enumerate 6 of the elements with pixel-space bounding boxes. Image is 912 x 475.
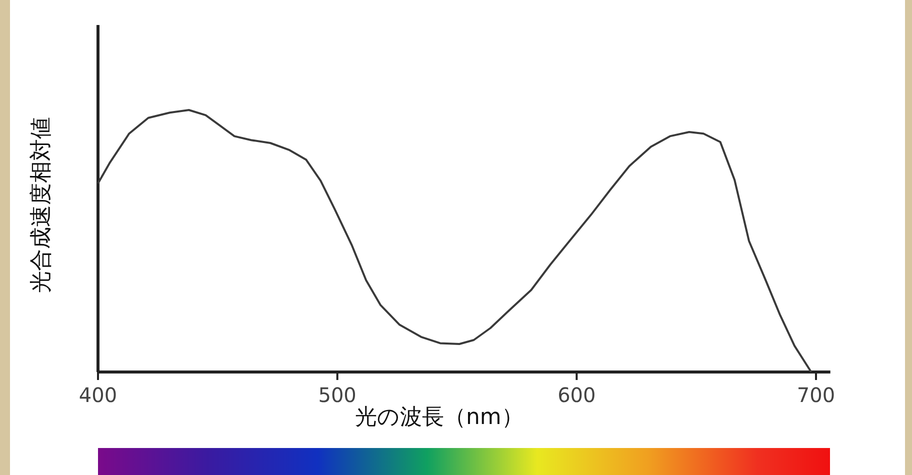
x-tick-label: 600 xyxy=(558,383,596,407)
x-axis-title: 光の波長（nm） xyxy=(354,405,524,430)
x-tick-label: 500 xyxy=(318,383,356,407)
y-axis-title: 光合成速度相対値 xyxy=(29,117,54,293)
x-tick-label: 400 xyxy=(78,383,118,407)
x-tick-label: 700 xyxy=(796,383,836,407)
